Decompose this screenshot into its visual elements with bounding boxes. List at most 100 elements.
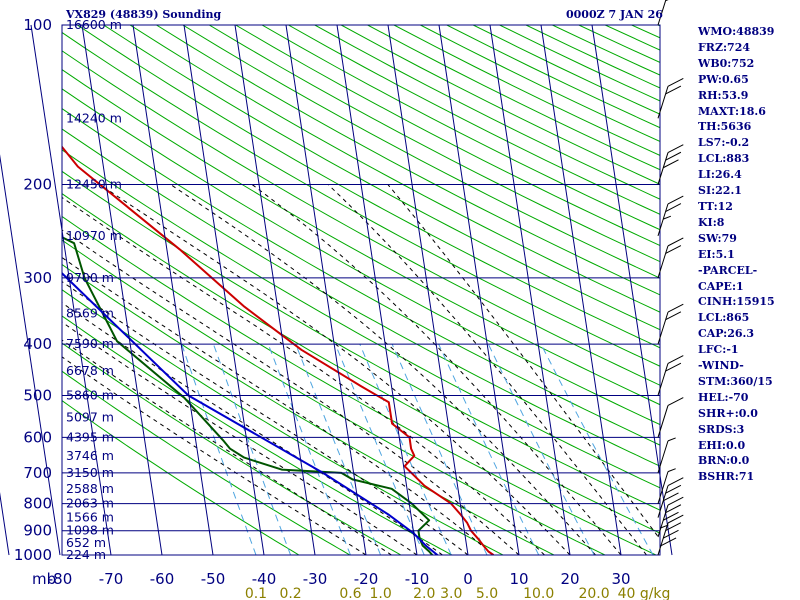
wind-barb — [657, 77, 684, 119]
isotherm — [0, 154, 61, 556]
moist-adiabat — [62, 321, 418, 555]
dry-adiabat — [62, 31, 660, 367]
temperature-tick-label: -80 — [48, 570, 73, 588]
temperature-tick-label: -20 — [354, 570, 379, 588]
pressure-label: 100 — [23, 16, 52, 34]
isotherm — [438, 24, 520, 556]
dry-adiabat — [62, 50, 660, 386]
wind-barb — [657, 0, 669, 26]
index-item: LI:26.4 — [698, 168, 742, 182]
pressure-label: 200 — [23, 176, 52, 194]
height-label: 2588 m — [66, 481, 114, 496]
temperature-tick-label: 20 — [560, 570, 579, 588]
index-item: BRN:0.0 — [698, 454, 750, 468]
height-label: 6678 m — [66, 363, 114, 378]
index-item: SHR+:0.0 — [698, 406, 758, 420]
index-item: MAXT:18.6 — [698, 104, 766, 118]
moist-adiabat — [327, 184, 647, 555]
index-item: EHI:0.0 — [698, 438, 746, 452]
index-item: SRDS:3 — [698, 422, 745, 436]
temperature-tick-label: 0 — [463, 570, 473, 588]
height-label: 2063 m — [66, 496, 114, 511]
wind-barb — [657, 397, 684, 438]
pressure-label: 700 — [23, 464, 52, 482]
index-item: EI:5.1 — [698, 247, 735, 261]
pressure-label: 1000 — [14, 546, 52, 564]
height-label: 8569 m — [66, 305, 114, 320]
index-item: LS7:-0.2 — [698, 136, 750, 150]
isotherm — [81, 24, 163, 556]
wind-barb — [657, 303, 684, 345]
isotherm — [591, 24, 673, 556]
index-item: KI:8 — [698, 215, 725, 229]
height-label: 224 m — [66, 547, 106, 562]
isotherm — [336, 24, 418, 556]
mixing-ratio-label: 20.0 — [578, 586, 609, 600]
isotherm — [234, 24, 316, 556]
mixing-ratio-label: 0.2 — [279, 586, 301, 600]
mixing-ratio-label: 10.0 — [523, 586, 554, 600]
mixing-ratio-label: 40 g/kg — [618, 586, 671, 600]
temperature-tick-label: -70 — [99, 570, 124, 588]
isotherm — [132, 24, 214, 556]
dry-adiabat — [62, 370, 351, 555]
wind-barb — [657, 477, 684, 518]
chart-title: VX829 (48839) Sounding — [66, 8, 222, 21]
height-label: 5860 m — [66, 387, 114, 402]
index-item: PW:0.65 — [698, 72, 749, 86]
temperature-tick-label: -40 — [252, 570, 277, 588]
index-item: LCL:883 — [698, 152, 750, 166]
pressure-label: 800 — [23, 495, 52, 513]
plot-frame — [61, 24, 661, 556]
mixing-ratio-label: 2.0 — [413, 586, 435, 600]
isotherm — [30, 24, 112, 556]
temperature-tick-label: -10 — [405, 570, 430, 588]
height-label: 3150 m — [66, 465, 114, 480]
mixing-ratio-label: 0.1 — [245, 586, 267, 600]
pressure-label: 500 — [23, 386, 52, 404]
mixing-ratio-label: 5.0 — [476, 586, 498, 600]
isotherm — [387, 24, 469, 556]
height-label: 14240 m — [66, 110, 122, 125]
index-item: SW:79 — [698, 231, 737, 245]
height-label: 10970 m — [66, 228, 122, 243]
wind-barb — [657, 144, 684, 185]
dry-adiabat — [62, 69, 660, 406]
index-item: -PARCEL- — [698, 263, 758, 277]
moist-adiabat — [62, 356, 367, 555]
dry-adiabat — [62, 289, 504, 555]
height-label: 3746 m — [66, 448, 114, 463]
temperature-tick-label: -60 — [150, 570, 175, 588]
index-item: FRZ:724 — [698, 40, 751, 54]
temperature-line — [62, 145, 495, 555]
dry-adiabat — [182, 25, 660, 279]
index-item: STM:360/15 — [698, 374, 773, 388]
height-label: 12450 m — [66, 177, 122, 192]
index-item: -WIND- — [698, 359, 744, 373]
pressure-label: 400 — [23, 335, 52, 353]
dry-adiabat — [62, 128, 660, 467]
wind-barb — [657, 514, 684, 556]
index-item: TT:12 — [698, 199, 733, 213]
isotherm — [183, 24, 265, 556]
mixing-ratio-label: 1.0 — [370, 586, 392, 600]
dry-adiabat — [62, 239, 606, 555]
isotherm — [285, 24, 367, 556]
dry-adiabat — [103, 25, 660, 331]
dry-adiabat — [62, 263, 555, 555]
height-label: 1566 m — [66, 510, 114, 525]
mixing-ratio-label: 3.0 — [440, 586, 462, 600]
pressure-label: 900 — [23, 522, 52, 540]
dry-adiabat — [62, 170, 660, 511]
index-item: SI:22.1 — [698, 184, 742, 198]
wind-barb — [657, 355, 684, 396]
dry-adiabat — [62, 193, 660, 534]
dry-adiabat — [208, 25, 660, 263]
height-label: 16600 m — [66, 17, 122, 32]
index-item: HEL:-70 — [698, 390, 749, 404]
dry-adiabat — [62, 315, 453, 555]
pressure-label: 600 — [23, 428, 52, 446]
dry-adiabat — [62, 88, 660, 426]
temperature-tick-label: 10 — [509, 570, 528, 588]
